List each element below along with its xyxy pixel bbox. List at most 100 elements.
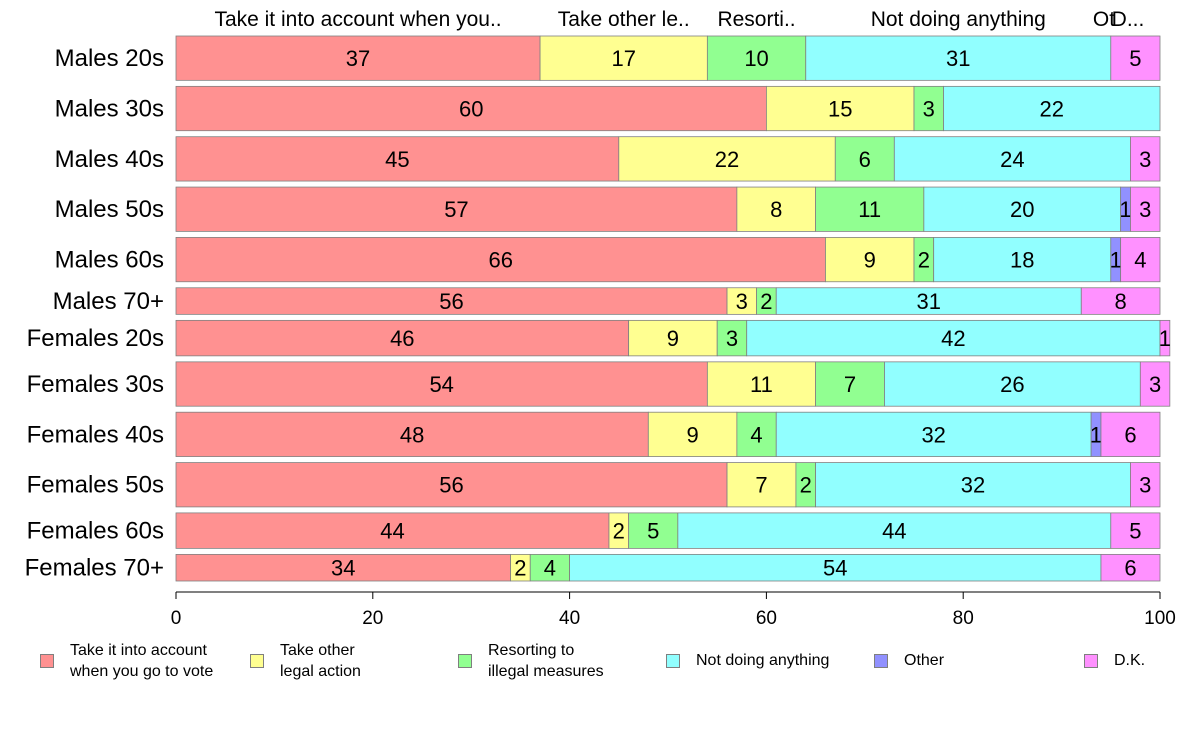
data-label-females-20s-resorting-to-illegal-measures: 3: [726, 326, 738, 351]
category-label-males-40s: Males 40s: [55, 146, 164, 173]
bar-segment-males-20s-not-doing-anything: [805, 35, 1112, 81]
data-label-females-40s-resorting-to-illegal-measures: 4: [750, 422, 762, 447]
legend-item-not-doing-anything: Not doing anything: [666, 650, 829, 671]
data-label-females-60s-take-it-into-account-when-you-go-to-vote: 44: [380, 519, 404, 544]
category-label-females-20s: Females 20s: [27, 325, 164, 352]
data-label-males-50s-take-other-legal-action: 8: [770, 197, 782, 222]
x-tick-label-40: 40: [559, 608, 580, 629]
data-label-females-60s-take-other-legal-action: 2: [613, 519, 625, 544]
bar-segment-females-20s-not-doing-anything: [746, 319, 1161, 357]
series-top-label-d-k: D...: [1112, 8, 1145, 31]
data-label-males-50s-take-it-into-account-when-you-go-to-vote: 57: [444, 197, 468, 222]
data-label-males-40s-take-other-legal-action: 22: [715, 147, 739, 172]
bar-segment-females-50s-not-doing-anything: [815, 462, 1131, 508]
bar-segment-females-40s-d-k: [1100, 411, 1161, 457]
data-label-females-60s-not-doing-anything: 44: [882, 519, 906, 544]
data-label-males-50s-d-k: 3: [1139, 197, 1151, 222]
legend-label-resorting-to-illegal-measures: Resorting to illegal measures: [488, 642, 604, 680]
data-label-females-50s-take-other-legal-action: 7: [755, 473, 767, 498]
data-label-males-40s-take-it-into-account-when-you-go-to-vote: 45: [385, 147, 409, 172]
data-label-females-20s-take-other-legal-action: 9: [667, 326, 679, 351]
data-label-females-70-resorting-to-illegal-measures: 4: [544, 556, 556, 581]
series-top-label-not-doing-anything: Not doing anything: [871, 8, 1046, 31]
data-label-females-30s-not-doing-anything: 26: [1000, 372, 1024, 397]
data-label-females-70-d-k: 6: [1124, 556, 1136, 581]
legend-item-d-k: D.K.: [1084, 650, 1145, 671]
bar-segment-females-60s-resorting-to-illegal-measures: [628, 512, 679, 549]
data-label-males-50s-other: 1: [1119, 197, 1131, 222]
bar-segment-females-70-d-k: [1100, 553, 1161, 582]
data-label-males-20s-not-doing-anything: 31: [946, 46, 970, 71]
legend-swatch-take-other-legal-action: [250, 654, 264, 668]
category-label-males-50s: Males 50s: [55, 196, 164, 223]
category-label-males-30s: Males 30s: [55, 96, 164, 123]
data-label-males-30s-take-other-legal-action: 15: [828, 97, 852, 122]
bar-segment-females-20s-take-other-legal-action: [628, 319, 718, 357]
data-label-females-20s-d-k: 1: [1159, 326, 1171, 351]
bar-segment-males-30s-take-it-into-account-when-you-go-to-vote: [175, 85, 767, 132]
category-label-females-40s: Females 40s: [27, 421, 164, 448]
data-label-males-20s-resorting-to-illegal-measures: 10: [744, 46, 768, 71]
bar-segment-females-50s-take-it-into-account-when-you-go-to-vote: [175, 462, 728, 508]
data-label-females-60s-d-k: 5: [1129, 519, 1141, 544]
data-label-females-50s-resorting-to-illegal-measures: 2: [800, 473, 812, 498]
bar-segment-females-30s-take-it-into-account-when-you-go-to-vote: [175, 361, 708, 407]
bar-segment-males-50s-take-other-legal-action: [736, 186, 817, 232]
legend-swatch-d-k: [1084, 654, 1098, 668]
data-label-females-40s-other: 1: [1090, 422, 1102, 447]
data-label-males-50s-resorting-to-illegal-measures: 11: [858, 197, 881, 222]
bar-segment-females-70-not-doing-anything: [569, 553, 1102, 582]
bar-segment-males-20s-take-it-into-account-when-you-go-to-vote: [175, 35, 541, 81]
bar-segment-males-40s-take-it-into-account-when-you-go-to-vote: [175, 136, 620, 182]
bar-segment-males-30s-resorting-to-illegal-measures: [913, 85, 944, 132]
bar-segment-females-70-resorting-to-illegal-measures: [529, 553, 570, 582]
series-top-label-take-it-into-account-when-you-go-to-vote: Take it into account when you..: [214, 8, 501, 31]
category-label-males-70: Males 70+: [53, 288, 164, 315]
legend: Take it into account when you go to vote…: [0, 640, 1188, 700]
data-label-females-30s-d-k: 3: [1149, 372, 1161, 397]
data-label-males-60s-resorting-to-illegal-measures: 2: [918, 248, 930, 273]
bar-segment-males-20s-resorting-to-illegal-measures: [706, 35, 807, 81]
data-label-males-30s-not-doing-anything: 22: [1040, 97, 1064, 122]
bar-segment-males-60s-d-k: [1120, 237, 1161, 283]
legend-swatch-resorting-to-illegal-measures: [458, 654, 472, 668]
data-label-females-30s-take-it-into-account-when-you-go-to-vote: 54: [429, 372, 453, 397]
data-label-females-70-not-doing-anything: 54: [823, 556, 847, 581]
data-label-females-40s-d-k: 6: [1124, 422, 1136, 447]
data-label-females-50s-not-doing-anything: 32: [961, 473, 985, 498]
legend-item-other: Other: [874, 650, 944, 671]
bar-segment-females-20s-take-it-into-account-when-you-go-to-vote: [175, 319, 630, 357]
legend-label-not-doing-anything: Not doing anything: [696, 652, 830, 669]
data-label-males-40s-not-doing-anything: 24: [1000, 147, 1024, 172]
data-label-females-20s-take-it-into-account-when-you-go-to-vote: 46: [390, 326, 414, 351]
data-label-males-20s-d-k: 5: [1129, 46, 1141, 71]
bar-segment-females-40s-take-other-legal-action: [647, 411, 738, 457]
data-label-males-50s-not-doing-anything: 20: [1010, 197, 1034, 222]
bar-segment-males-30s-not-doing-anything: [943, 85, 1161, 132]
bar-segment-males-30s-take-other-legal-action: [766, 85, 915, 132]
data-label-males-40s-resorting-to-illegal-measures: 6: [859, 147, 871, 172]
data-label-males-70-d-k: 8: [1115, 289, 1127, 314]
data-label-males-30s-resorting-to-illegal-measures: 3: [923, 97, 935, 122]
data-label-males-20s-take-it-into-account-when-you-go-to-vote: 37: [346, 46, 370, 71]
bar-segment-females-50s-d-k: [1130, 462, 1161, 508]
data-label-females-60s-resorting-to-illegal-measures: 5: [647, 519, 659, 544]
legend-swatch-not-doing-anything: [666, 654, 680, 668]
series-top-label-resorting-to-illegal-measures: Resorti..: [717, 8, 795, 31]
legend-item-take-other-legal-action: Take other legal action: [250, 640, 361, 682]
data-label-females-40s-not-doing-anything: 32: [921, 422, 945, 447]
legend-item-resorting-to-illegal-measures: Resorting to illegal measures: [458, 640, 604, 682]
data-label-males-60s-not-doing-anything: 18: [1010, 248, 1034, 273]
bar-segment-males-40s-d-k: [1130, 136, 1161, 182]
data-label-males-60s-other: 1: [1110, 248, 1122, 273]
x-tick-label-100: 100: [1144, 608, 1176, 629]
data-label-males-70-take-other-legal-action: 3: [736, 289, 748, 314]
bar-segment-males-50s-take-it-into-account-when-you-go-to-vote: [175, 186, 738, 232]
data-label-females-70-take-other-legal-action: 2: [514, 556, 526, 581]
legend-label-d-k: D.K.: [1114, 652, 1146, 669]
x-tick-label-60: 60: [756, 608, 777, 629]
bar-segment-males-40s-not-doing-anything: [893, 136, 1131, 182]
series-top-label-take-other-legal-action: Take other le..: [558, 8, 690, 31]
